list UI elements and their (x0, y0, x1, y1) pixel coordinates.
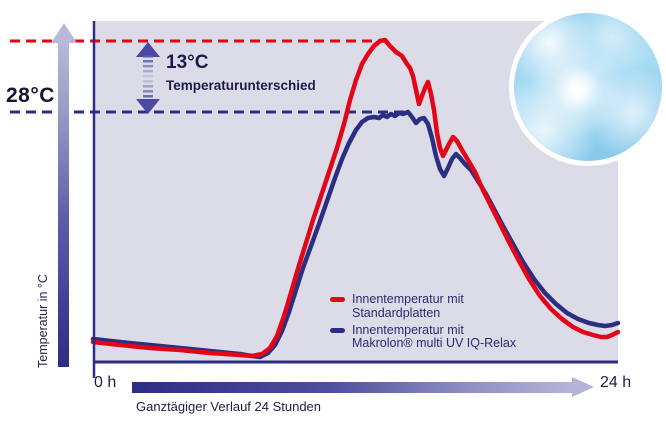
x-axis-caption: Ganztägiger Verlauf 24 Stunden (136, 399, 322, 414)
legend-item-standardplatten: Innentemperatur mit Standardplatten (330, 292, 516, 321)
legend-label-makrolon: Innentemperatur mit Makrolon® multi UV I… (352, 322, 517, 352)
legend-line: Standardplatten (352, 305, 441, 320)
x-axis-end-label: 24 h (600, 374, 632, 391)
legend-line: Makrolon® multi UV IQ-Relax (352, 336, 517, 351)
legend-line: Innentemperatur mit (352, 292, 464, 306)
legend-label-standardplatten: Innentemperatur mit Standardplatten (352, 292, 464, 321)
y-axis-gradient-bar (58, 41, 69, 367)
legend-item-makrolon: Innentemperatur mit Makrolon® multi UV I… (330, 322, 517, 352)
temp-difference-value: 13°C (166, 52, 209, 73)
sun-sky-photo (509, 8, 666, 166)
arrow-down-head-icon (136, 99, 160, 114)
y-axis-arrow-up-icon (51, 23, 77, 43)
x-axis-start-label: 0 h (94, 374, 117, 391)
temp-difference-label: Temperaturunterschied (166, 78, 316, 93)
x-axis-arrow-right-icon (572, 377, 594, 397)
arrow-striped-shaft (143, 55, 153, 101)
legend-line: Innentemperatur mit (352, 322, 464, 337)
legend: Innentemperatur mit Standardplatten Inne… (330, 292, 517, 352)
legend-swatch-red (330, 297, 345, 302)
arrow-up-head-icon (136, 42, 160, 57)
legend-swatch-blue (330, 327, 345, 333)
temperature-difference-arrow-icon (136, 42, 160, 114)
temp-28-label: 28°C (6, 84, 55, 107)
y-axis-label: Temperatur in °C (36, 274, 50, 368)
x-axis-gradient-bar (132, 382, 572, 393)
